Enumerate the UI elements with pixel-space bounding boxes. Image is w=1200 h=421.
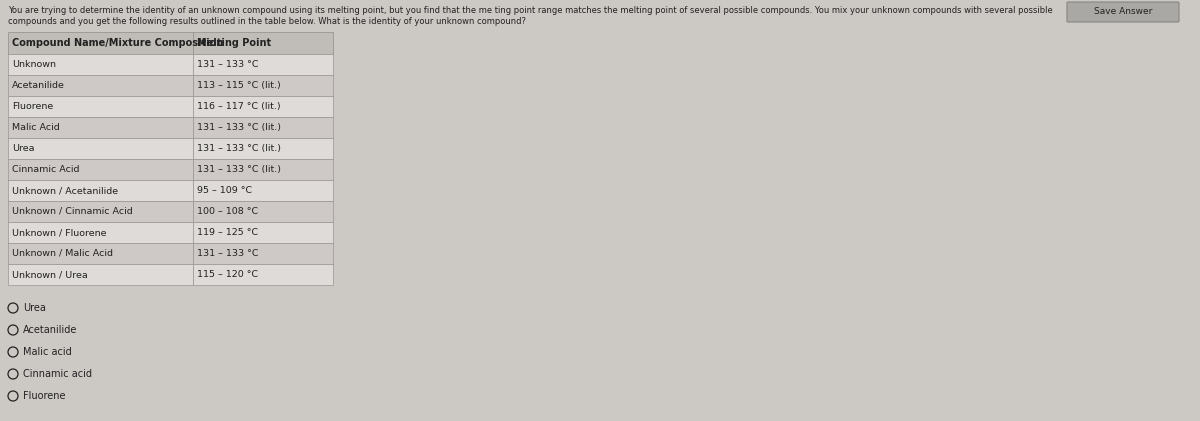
- Text: 113 – 115 °C (lit.): 113 – 115 °C (lit.): [197, 81, 281, 90]
- Bar: [193, 117, 334, 138]
- Text: Unknown / Urea: Unknown / Urea: [12, 270, 88, 279]
- Text: Cinnamic acid: Cinnamic acid: [23, 369, 92, 379]
- Text: 131 – 133 °C (lit.): 131 – 133 °C (lit.): [197, 165, 281, 174]
- Text: Urea: Urea: [23, 303, 46, 313]
- Bar: [193, 264, 334, 285]
- Bar: [8, 222, 193, 243]
- Text: 100 – 108 °C: 100 – 108 °C: [197, 207, 258, 216]
- Text: Unknown / Cinnamic Acid: Unknown / Cinnamic Acid: [12, 207, 133, 216]
- Text: 131 – 133 °C: 131 – 133 °C: [197, 249, 258, 258]
- Bar: [8, 201, 193, 222]
- Bar: [193, 138, 334, 159]
- Bar: [8, 159, 193, 180]
- Bar: [193, 180, 334, 201]
- Bar: [8, 138, 193, 159]
- Text: Save Answer: Save Answer: [1094, 8, 1152, 16]
- Text: Unknown / Malic Acid: Unknown / Malic Acid: [12, 249, 113, 258]
- Text: Urea: Urea: [12, 144, 35, 153]
- Text: Unknown: Unknown: [12, 60, 56, 69]
- Text: 131 – 133 °C (lit.): 131 – 133 °C (lit.): [197, 123, 281, 132]
- Text: Fluorene: Fluorene: [23, 391, 66, 401]
- Text: 131 – 133 °C (lit.): 131 – 133 °C (lit.): [197, 144, 281, 153]
- Text: Cinnamic Acid: Cinnamic Acid: [12, 165, 79, 174]
- Text: Compound Name/Mixture Composition: Compound Name/Mixture Composition: [12, 38, 223, 48]
- Bar: [8, 243, 193, 264]
- Bar: [193, 159, 334, 180]
- Bar: [8, 264, 193, 285]
- Text: 95 – 109 °C: 95 – 109 °C: [197, 186, 252, 195]
- Bar: [8, 75, 193, 96]
- Text: You are trying to determine the identity of an unknown compound using its meltin: You are trying to determine the identity…: [8, 6, 1052, 15]
- Bar: [193, 222, 334, 243]
- Bar: [193, 243, 334, 264]
- Bar: [193, 32, 334, 54]
- Text: Fluorene: Fluorene: [12, 102, 53, 111]
- Text: Unknown / Fluorene: Unknown / Fluorene: [12, 228, 107, 237]
- Text: Acetanilide: Acetanilide: [23, 325, 77, 335]
- Bar: [8, 117, 193, 138]
- Bar: [8, 96, 193, 117]
- FancyBboxPatch shape: [1067, 2, 1178, 22]
- Bar: [8, 32, 193, 54]
- Text: Acetanilide: Acetanilide: [12, 81, 65, 90]
- Bar: [193, 201, 334, 222]
- Text: Unknown / Acetanilide: Unknown / Acetanilide: [12, 186, 118, 195]
- Text: compounds and you get the following results outlined in the table below. What is: compounds and you get the following resu…: [8, 17, 526, 26]
- Text: 119 – 125 °C: 119 – 125 °C: [197, 228, 258, 237]
- Bar: [193, 75, 334, 96]
- Text: Malic acid: Malic acid: [23, 347, 72, 357]
- Text: Malic Acid: Malic Acid: [12, 123, 60, 132]
- Text: 115 – 120 °C: 115 – 120 °C: [197, 270, 258, 279]
- Bar: [8, 180, 193, 201]
- Text: 116 – 117 °C (lit.): 116 – 117 °C (lit.): [197, 102, 281, 111]
- Bar: [193, 96, 334, 117]
- Text: Melting Point: Melting Point: [197, 38, 271, 48]
- Bar: [8, 54, 193, 75]
- Text: 131 – 133 °C: 131 – 133 °C: [197, 60, 258, 69]
- Bar: [193, 54, 334, 75]
